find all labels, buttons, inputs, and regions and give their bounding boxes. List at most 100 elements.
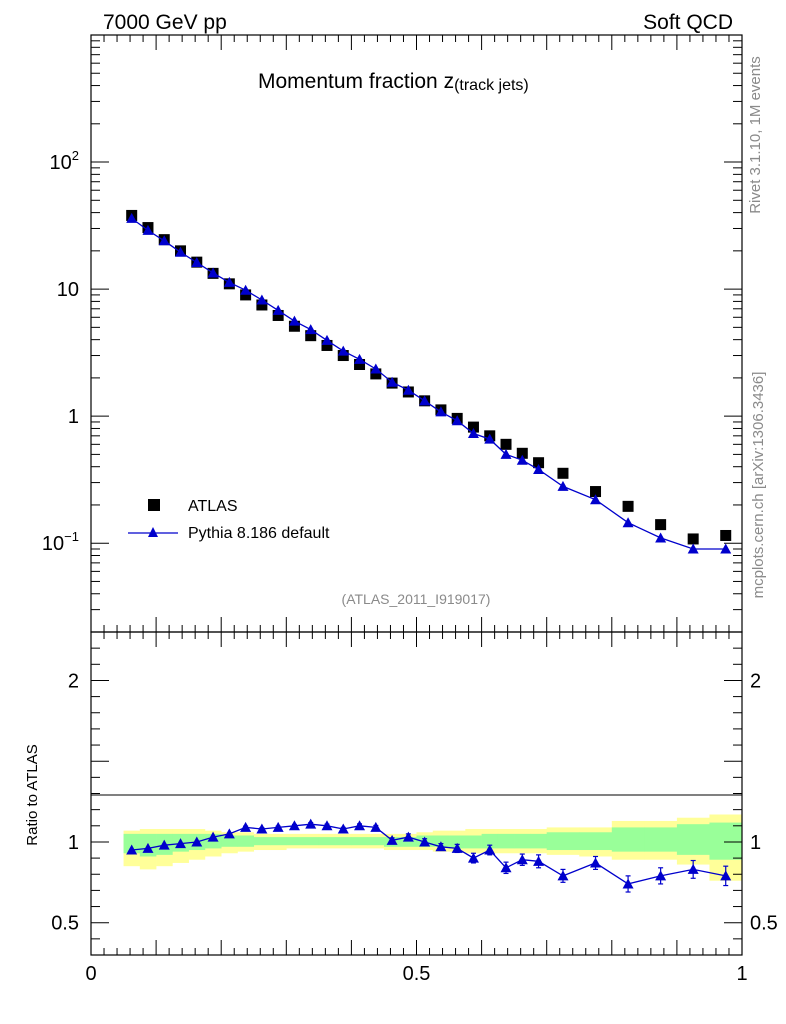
ratio-line (131, 823, 726, 885)
ratio-band-inner (237, 835, 255, 847)
atlas-point (687, 533, 699, 545)
ratio-y-tick-label: 0.5 (51, 913, 79, 935)
ratio-point (533, 855, 545, 866)
ratio-point (720, 870, 732, 881)
ratio-point (419, 836, 431, 847)
atlas-point (655, 519, 667, 531)
pythia-point (191, 256, 203, 267)
ratio-point (337, 823, 349, 834)
atlas-point (272, 309, 284, 321)
pythia-point (354, 353, 366, 364)
atlas-point (557, 467, 569, 479)
legend-pythia-marker (148, 527, 158, 537)
ratio-band-inner (579, 832, 613, 851)
ratio-y-tick-label-right: 2 (750, 670, 761, 692)
pythia-point (223, 276, 235, 287)
ratio-point (240, 821, 252, 832)
y-tick-label: 10−1 (42, 529, 79, 555)
ratio-point (655, 870, 667, 881)
atlas-point (516, 447, 528, 459)
pythia-point (590, 494, 602, 505)
ratio-point (451, 842, 463, 853)
legend-atlas-marker (148, 499, 160, 511)
chart-marks (126, 209, 732, 893)
ratio-band-inner (709, 822, 743, 860)
pythia-point (687, 543, 699, 554)
mcplots-label: mcplots.cern.ch [arXiv:1306.3436] (750, 372, 767, 599)
legend-atlas-label: ATLAS (188, 498, 238, 515)
ratio-point (622, 878, 634, 889)
atlas-point (240, 289, 252, 301)
ratio-y-tick-label: 1 (68, 832, 79, 854)
pythia-point (158, 235, 170, 246)
pythia-point (175, 246, 187, 257)
ratio-band-inner (514, 833, 531, 849)
ratio-band-inner (253, 837, 271, 846)
ratio-band-inner (546, 832, 580, 851)
ratio-band-inner (318, 837, 336, 846)
ratio-point (305, 818, 317, 829)
ratio-band-inner (432, 835, 450, 847)
y-tick-label: 10 (57, 279, 79, 301)
main-frame (90, 34, 743, 633)
ratio-band-inner (351, 837, 368, 846)
pythia-point (655, 532, 667, 543)
pythia-point (386, 376, 398, 387)
pythia-point (500, 448, 512, 459)
ratio-y-axis-label: Ratio to ATLAS (24, 744, 41, 845)
ratio-point (288, 820, 300, 831)
pythia-point (435, 406, 447, 417)
header-left: 7000 GeV pp (103, 11, 227, 34)
ratio-point (207, 831, 219, 842)
axis-ticks: 0 0.5 1 10−1 1 10 102 0.5 0.5 1 1 2 2 (42, 35, 778, 985)
ratio-point (272, 821, 284, 832)
ratio-point (386, 834, 398, 845)
ratio-band-inner (270, 837, 287, 846)
pythia-point (622, 517, 634, 528)
rivet-label: Rivet 3.1.10, 1M events (747, 56, 764, 214)
ratio-point (557, 870, 569, 881)
atlas-point (288, 320, 300, 332)
y-tick-label: 102 (50, 148, 79, 174)
pythia-point (272, 304, 284, 315)
ratio-y-tick-label-right: 0.5 (750, 913, 778, 935)
x-tick-label: 1 (736, 963, 747, 985)
pythia-point (256, 294, 268, 305)
ratio-point (354, 820, 366, 831)
header-right: Soft QCD (643, 11, 733, 34)
analysis-id: (ATLAS_2011_I919017) (342, 591, 491, 607)
ratio-band-inner (465, 835, 482, 849)
ratio-band-inner (123, 833, 141, 854)
pythia-point (126, 212, 138, 223)
ratio-band-inner (497, 833, 515, 849)
pythia-point (451, 415, 463, 426)
ratio-point (687, 863, 699, 874)
ratio-point (435, 841, 447, 852)
ratio-point (175, 838, 187, 849)
ratio-point (321, 820, 333, 831)
y-tick-label: 1 (68, 406, 79, 428)
ratio-bands (123, 814, 743, 881)
pythia-point (484, 433, 496, 444)
ratio-band-inner (221, 835, 238, 847)
pythia-point (305, 324, 317, 335)
pythia-point (207, 267, 219, 278)
ratio-point (402, 831, 414, 842)
atlas-point (370, 368, 382, 380)
ratio-point (256, 823, 268, 834)
atlas-point (321, 339, 333, 351)
ratio-band-inner (530, 833, 547, 849)
ratio-point (223, 828, 235, 839)
ratio-y-tick-label-right: 1 (750, 832, 761, 854)
ratio-point (370, 821, 382, 832)
pythia-point (321, 334, 333, 345)
ratio-band-inner (400, 837, 417, 847)
ratio-point (191, 836, 203, 847)
atlas-point (590, 486, 602, 498)
chart-title: Momentum fraction z(track jets) (258, 70, 529, 94)
atlas-point (354, 358, 366, 370)
ratio-point (467, 852, 479, 863)
x-tick-label: 0 (85, 963, 96, 985)
pythia-point (419, 395, 431, 406)
